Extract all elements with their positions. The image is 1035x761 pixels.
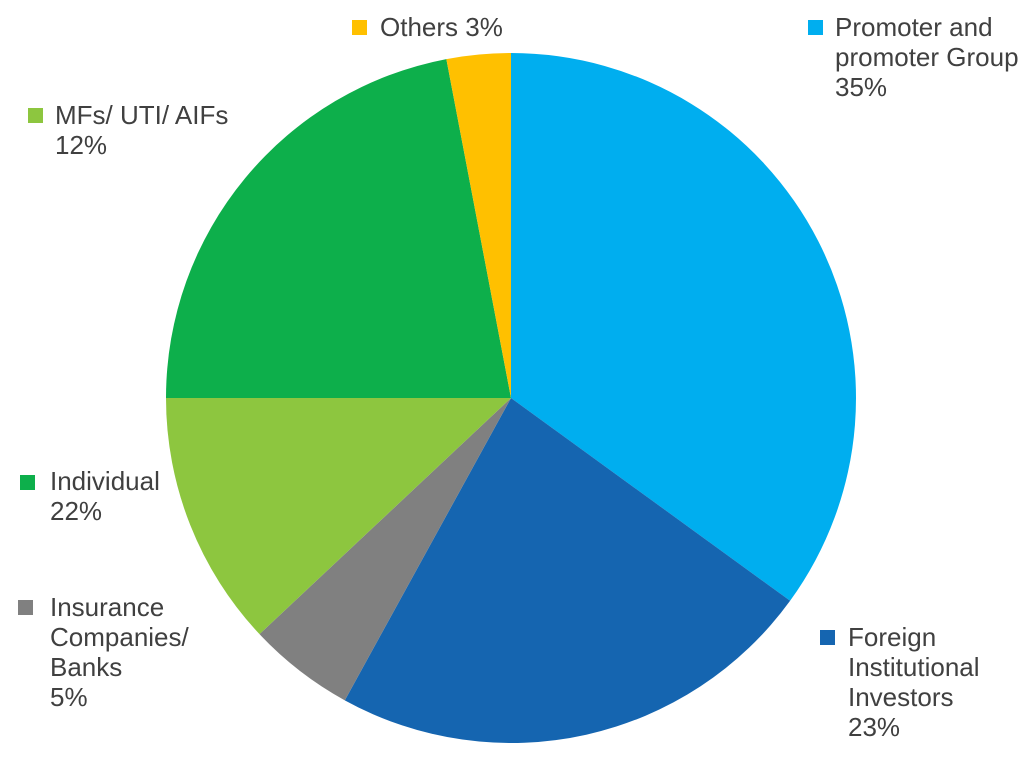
value-label: 22% <box>50 496 103 526</box>
category-name: Foreign Institutional Investors <box>848 622 980 712</box>
slice-label: Individual 22% <box>50 466 250 526</box>
category-name: Others <box>380 12 459 42</box>
slice-label: Promoter and promoter Group 35% <box>835 12 1035 102</box>
slice-label: Others 3% <box>380 12 580 42</box>
value-label: 35% <box>835 72 888 102</box>
legend-swatch <box>352 20 367 35</box>
slice-label: Insurance Companies/ Banks 5% <box>50 592 220 712</box>
category-name: MFs/ UTI/ AIFs <box>55 100 229 130</box>
legend-swatch <box>20 475 35 490</box>
value-label: 5% <box>50 682 88 712</box>
pie-slice <box>511 53 856 601</box>
category-name: Insurance Companies/ Banks <box>50 592 189 682</box>
pie-slice <box>166 59 511 398</box>
category-name: Promoter and promoter Group <box>835 12 1019 72</box>
value-label: 12% <box>55 130 108 160</box>
legend-swatch <box>18 600 33 615</box>
pie-slice <box>344 398 791 743</box>
slice-label: MFs/ UTI/ AIFs 12% <box>55 100 305 160</box>
slice-label: Foreign Institutional Investors 23% <box>848 622 1018 742</box>
pie-slice <box>446 53 511 398</box>
pie-slice <box>166 398 511 635</box>
pie-slice <box>259 398 511 701</box>
value-label: 23% <box>848 712 901 742</box>
legend-swatch <box>820 630 835 645</box>
legend-swatch <box>808 20 823 35</box>
category-name: Individual <box>50 466 160 496</box>
legend-swatch <box>28 108 43 123</box>
value-label: 3% <box>465 12 503 42</box>
